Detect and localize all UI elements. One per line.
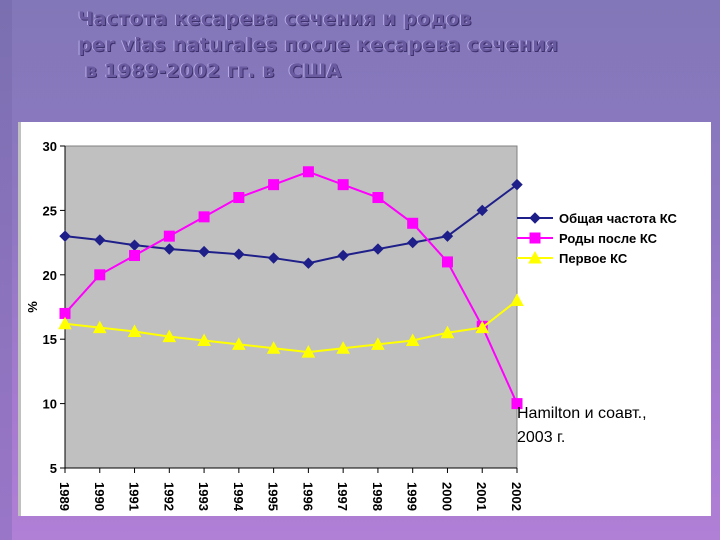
data-point [407, 217, 419, 229]
data-point [266, 341, 281, 354]
x-tick-label: 1998 [370, 482, 385, 511]
data-point [440, 325, 455, 339]
data-point [511, 178, 523, 191]
y-tick-label: 10 [43, 397, 57, 412]
data-point [441, 230, 454, 242]
series-line [64, 170, 518, 405]
series-line [64, 183, 518, 265]
series-3 [58, 293, 524, 358]
axes: 5 10 15 20 25 30% 1989 1990 1991 1992 1993 1994 1995… [25, 139, 524, 512]
slide-side-bar [0, 0, 12, 540]
series-line [64, 299, 518, 354]
data-point [58, 316, 72, 330]
x-tick-label: 1994 [231, 482, 246, 512]
data-point [475, 320, 490, 334]
x-tick-label: 1996 [300, 482, 315, 511]
data-point [267, 252, 280, 264]
x-tick-label: 1999 [405, 482, 420, 511]
y-tick-label: 20 [43, 268, 57, 283]
data-point [405, 333, 420, 346]
x-tick-label: 1993 [196, 482, 211, 511]
source-note-line-1: Hamilton и соавт., [517, 405, 647, 422]
data-point [337, 249, 349, 262]
data-point [372, 243, 384, 255]
data-point [163, 230, 175, 242]
data-point [337, 179, 349, 191]
y-tick-label: 25 [43, 203, 57, 218]
data-point [302, 257, 315, 269]
legend-label: Общая частота КС [559, 211, 677, 226]
slide-title-line-3: в 1989-2002 гг. в США [78, 60, 342, 82]
legend-marker [529, 212, 541, 224]
data-point [232, 337, 246, 350]
source-note-line-2: 2003 г. [517, 429, 565, 446]
legend-label: Первое КС [559, 251, 628, 266]
data-point [198, 211, 210, 223]
y-tick-label: 30 [43, 139, 57, 154]
legend-label: Роды после КС [559, 231, 658, 246]
x-tick-label: 1990 [92, 482, 107, 511]
data-point [233, 248, 245, 260]
data-point [162, 329, 177, 343]
series-1 [59, 178, 523, 269]
data-point [476, 204, 488, 217]
series-layer [58, 166, 524, 410]
data-point [268, 179, 280, 191]
data-point [406, 236, 419, 249]
data-point [92, 320, 107, 334]
data-point [233, 192, 245, 204]
data-point [163, 243, 176, 255]
x-tick-label: 2000 [439, 482, 454, 511]
x-tick-label: 1997 [335, 482, 350, 511]
x-tick-label: 1989 [57, 482, 72, 511]
data-point [94, 234, 106, 246]
legend-marker [529, 232, 541, 244]
y-tick-label: 15 [43, 332, 57, 347]
data-point [59, 230, 71, 242]
slide-title: Частота кесарева сечения и родов per via… [78, 6, 708, 84]
x-tick-label: 2001 [474, 482, 489, 511]
data-point [302, 166, 314, 178]
line-chart: 5 10 15 20 25 30% 1989 1990 1991 1992 1993 1994 1995… [25, 139, 677, 512]
plot-background [64, 145, 518, 469]
data-point [94, 269, 106, 281]
x-tick-label: 1991 [127, 482, 142, 511]
data-point [127, 324, 142, 337]
data-point [511, 398, 523, 410]
x-tick-label: 1992 [161, 482, 176, 511]
x-tick-label: 1995 [266, 482, 281, 511]
data-point [510, 293, 524, 307]
data-point [198, 245, 210, 258]
legend-marker [528, 250, 542, 264]
chart-card: 5 10 15 20 25 30% 1989 1990 1991 1992 1993 1994 1995… [18, 122, 711, 516]
plot-area [64, 145, 518, 469]
data-point [372, 192, 384, 204]
data-point [197, 333, 211, 346]
data-point [336, 341, 350, 354]
y-tick-label: 5 [50, 461, 57, 476]
data-point [301, 345, 316, 358]
x-tick-label: 2002 [509, 482, 524, 511]
slide-title-line-2: per vias naturales после кесарева сечени… [78, 34, 559, 56]
source-note: Hamilton и соавт., 2003 г. [517, 405, 647, 446]
data-point [441, 256, 453, 268]
data-point [129, 249, 141, 261]
slide-title-line-1: Частота кесарева сечения и родов [78, 8, 472, 30]
y-axis-label: % [25, 301, 40, 313]
legend: Общая частота КС Роды после КС Первое КС [517, 211, 677, 266]
data-point [371, 337, 385, 350]
